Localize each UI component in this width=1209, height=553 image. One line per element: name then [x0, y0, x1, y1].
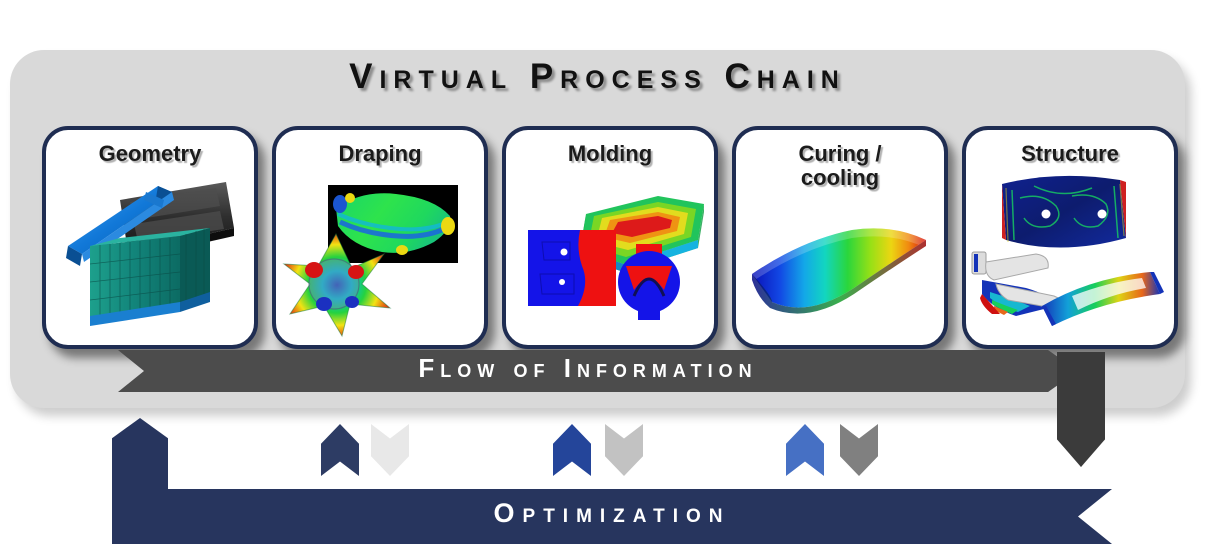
chevron-up-icon-1 — [321, 424, 359, 476]
chevron-up-icon-3 — [786, 424, 824, 476]
stage-label-molding: Molding — [567, 141, 653, 166]
flow-of-information-arrow — [118, 350, 1078, 392]
stage-card-structure[interactable]: Structure — [962, 126, 1178, 349]
page-title: Virtual Process Chain — [349, 57, 846, 96]
feedback-down-arrow — [1057, 352, 1105, 467]
chevron-up-icon-2 — [553, 424, 591, 476]
draping-simulation-icon — [282, 185, 458, 338]
stage-card-molding[interactable]: Molding — [502, 126, 718, 349]
stage-label-structure: Structure — [1021, 141, 1119, 166]
stage-card-draping[interactable]: Draping — [272, 126, 488, 349]
stage-label-curing-line1: Curing / — [798, 141, 882, 166]
molding-simulation-icon — [528, 196, 704, 320]
stage-label-draping: Draping — [338, 141, 422, 166]
stage-label-curing-line2: cooling — [800, 164, 880, 190]
chevron-down-icon-1 — [371, 424, 409, 476]
cad-geometry-icon — [66, 182, 234, 326]
stage-card-geometry[interactable]: Geometry — [42, 126, 258, 349]
stage-card-curing-cooling[interactable]: Curing / cooling — [732, 126, 948, 349]
stage-label-curing-cooling: Curing / cooling — [736, 142, 944, 190]
flow-of-information-label: Flow of Information — [418, 353, 758, 383]
optimization-bar — [112, 489, 1112, 544]
chevron-down-icon-2 — [605, 424, 643, 476]
curing-cooling-icon — [752, 228, 926, 314]
stage-label-geometry: Geometry — [98, 141, 202, 166]
structural-analysis-icon — [971, 175, 1164, 326]
optimization-label: Optimization — [493, 498, 731, 528]
chevron-down-icon-3 — [840, 424, 878, 476]
